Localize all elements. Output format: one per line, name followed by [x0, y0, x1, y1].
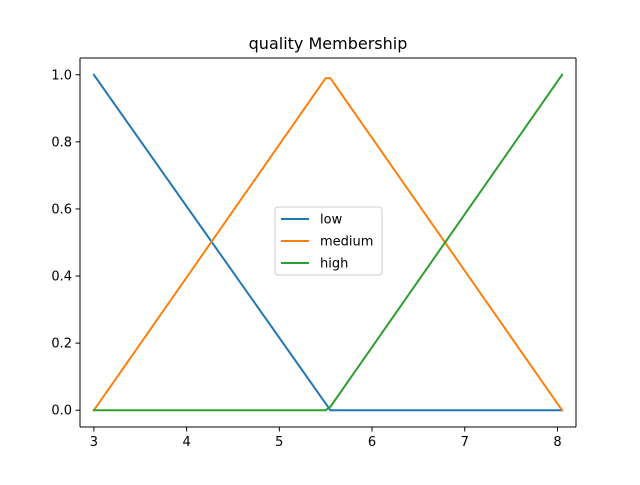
series-line-high: [92, 73, 564, 412]
y-axis-ticks: 0.0 0.2 0.4 0.6 0.8 1.0: [51, 68, 80, 419]
y-tick-label: 0.4: [51, 270, 72, 285]
legend-label-high: high: [320, 257, 348, 272]
x-tick-label: 8: [553, 435, 561, 450]
x-tick-label: 7: [461, 435, 469, 450]
legend-entries: low medium high: [281, 213, 373, 272]
x-axis-ticks: 3 4 5 6 7 8: [90, 427, 562, 450]
legend: low medium high: [274, 206, 383, 276]
chart-title: quality Membership: [249, 34, 408, 53]
legend-frame: [274, 206, 383, 276]
y-tick-label: 0.6: [51, 202, 72, 217]
y-tick-label: 0.0: [51, 404, 72, 419]
y-tick-label: 1.0: [51, 68, 72, 83]
legend-label-medium: medium: [320, 235, 373, 250]
x-tick-label: 5: [275, 435, 283, 450]
series-layer: [92, 73, 564, 412]
x-tick-label: 4: [182, 435, 190, 450]
x-tick-label: 3: [90, 435, 98, 450]
series-line-low: [92, 73, 564, 412]
series-line-medium: [92, 77, 564, 412]
legend-label-low: low: [320, 213, 343, 228]
y-tick-label: 0.8: [51, 135, 72, 150]
axes-layer: [79, 57, 577, 428]
x-tick-label: 6: [368, 435, 376, 450]
y-tick-label: 0.2: [51, 337, 72, 352]
